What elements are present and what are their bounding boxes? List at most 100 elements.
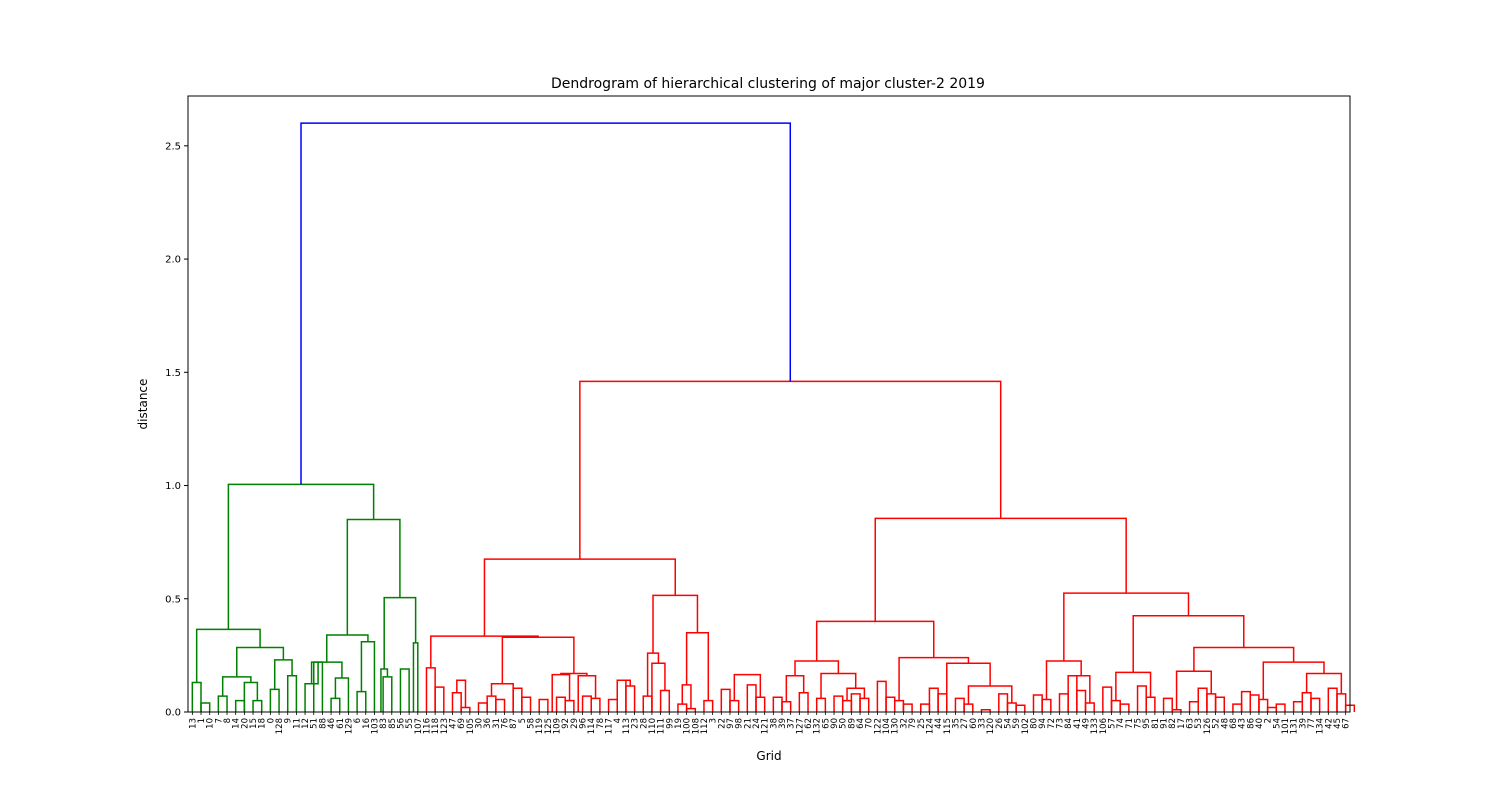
dendrogram-link (621, 679, 632, 686)
dendrogram-link (1214, 696, 1226, 712)
leaf-label: 5 (518, 718, 528, 723)
dendrogram-link (980, 708, 991, 712)
leaf-label: 131 (1290, 718, 1300, 734)
leaf-label: 53 (1194, 718, 1204, 729)
leaf-label: 11 (292, 718, 302, 729)
leaf-label: 64 (856, 718, 866, 729)
dendrogram-link (902, 703, 913, 712)
dendrogram-link (577, 675, 597, 712)
dendrogram-link (859, 697, 870, 712)
leaf-label: 55 (405, 718, 415, 729)
leaf-label: 54 (1003, 718, 1013, 729)
leaf-label: 36 (483, 718, 493, 729)
dendrogram-link (538, 698, 549, 712)
leaf-label: 14 (232, 718, 242, 729)
leaf-label: 105 (466, 718, 476, 734)
leaf-label: 110 (648, 718, 658, 734)
y-axis: 0.0 0.5 1.0 1.5 2.0 2.5 (165, 141, 188, 719)
y-tick-label: 0.5 (165, 594, 181, 605)
leaf-label: 89 (847, 718, 857, 729)
dendrogram-link (460, 706, 471, 712)
leaf-label: 65 (821, 718, 831, 729)
leaf-label: 126 (1203, 718, 1213, 734)
leaf-label: 42 (1324, 718, 1334, 729)
leaf-label: 118 (431, 718, 441, 734)
dendrogram-link (1115, 671, 1152, 701)
leaf-label: 106 (1099, 718, 1109, 734)
dendrogram-link (685, 707, 697, 712)
dendrogram-link (815, 620, 935, 662)
dendrogram-link (785, 675, 805, 702)
leaf-label: 98 (735, 718, 745, 729)
leaf-label: 7 (214, 718, 224, 723)
leaf-label: 1 (197, 718, 207, 723)
leaf-label: 72 (1047, 718, 1057, 729)
leaf-label: 41 (1073, 718, 1083, 729)
leaf-label: 127 (795, 718, 805, 734)
dendrogram-link (946, 662, 991, 712)
leaf-label: 90 (830, 718, 840, 729)
dendrogram-link (733, 673, 762, 701)
leaf-label: 79 (908, 718, 918, 729)
leaf-label: 87 (509, 718, 519, 729)
leaf-label: 109 (553, 718, 563, 734)
leaf-label: 60 (969, 718, 979, 729)
leaf-label: 101 (1281, 718, 1291, 734)
leaf-label: 8 (223, 718, 233, 723)
leaf-label: 20 (240, 718, 250, 729)
chart-title: Dendrogram of hierarchical clustering of… (551, 76, 985, 92)
leaf-label: 54 (1272, 718, 1282, 729)
leaf-label: 38 (769, 718, 779, 729)
dendrogram-link (1072, 675, 1091, 703)
leaf-label: 26 (995, 718, 1005, 729)
dendrogram-link (1063, 592, 1190, 662)
x-axis-title: Grid (756, 749, 781, 763)
leaf-label: 58 (527, 718, 537, 729)
y-tick-label: 2.5 (165, 141, 181, 152)
leaf-label: 48 (1220, 718, 1230, 729)
dendrogram-link (846, 687, 866, 701)
leaf-label: 19 (674, 718, 684, 729)
leaf-label: 18 (258, 718, 268, 729)
leaf-label: 47 (448, 718, 458, 729)
leaf-label: 12 (301, 718, 311, 729)
leaf-label: 56 (396, 718, 406, 729)
leaf-label: 49 (1082, 718, 1092, 729)
leaf-label: 81 (1151, 718, 1161, 729)
leaf-label: 23 (631, 718, 641, 729)
dendrogram-link (243, 681, 259, 712)
y-tick-label: 1.5 (165, 368, 181, 379)
leaf-label: 9 (284, 718, 294, 723)
leaf-label: 6 (353, 718, 363, 723)
leaf-label: 102 (1021, 718, 1031, 734)
leaf-label: 134 (1316, 718, 1326, 734)
leaf-label: 78 (596, 718, 606, 729)
leaf-label: 62 (804, 718, 814, 729)
dendrogram-link (1102, 686, 1113, 712)
dendrogram-link (1275, 703, 1286, 712)
dendrogram-link (1310, 697, 1321, 712)
dendrogram-link (434, 686, 445, 712)
dendrogram-link (456, 679, 467, 708)
leaf-label: 99 (665, 718, 675, 729)
leaf-label: 3 (709, 718, 719, 723)
leaf-label: 4 (613, 718, 623, 723)
leaf-label: 111 (657, 718, 667, 734)
y-tick-label: 1.0 (165, 481, 181, 492)
leaf-label: 37 (787, 718, 797, 729)
dendrogram-link (1193, 646, 1295, 672)
leaf-label: 85 (388, 718, 398, 729)
dendrogram-link (236, 646, 285, 677)
leaf-label: 112 (700, 718, 710, 734)
dendrogram-link (681, 684, 692, 709)
leaf-label: 17 (1177, 718, 1187, 729)
leaf-label: 104 (882, 718, 892, 734)
leaf-label: 77 (1307, 718, 1317, 729)
leaf-label: 129 (344, 718, 354, 734)
leaf-label: 16 (362, 718, 372, 729)
leaf-label: 91 (1160, 718, 1170, 729)
leaf-label: 119 (535, 718, 545, 734)
leaf-label: 39 (778, 718, 788, 729)
leaf-label: 32 (899, 718, 909, 729)
